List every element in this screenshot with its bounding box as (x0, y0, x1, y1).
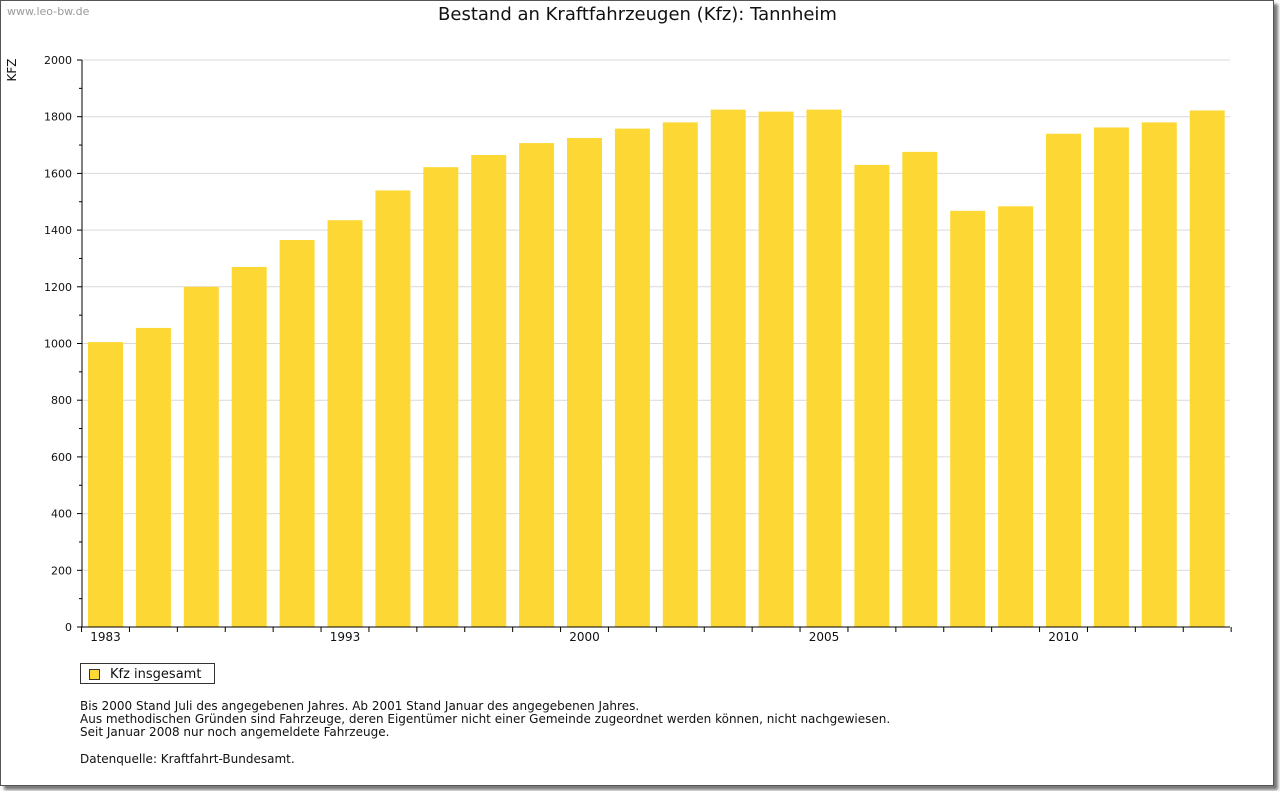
bar-2004 (1093, 127, 1129, 628)
bar-1986 (231, 266, 267, 627)
legend-label: Kfz insgesamt (110, 667, 202, 682)
y-tick-label: 1200 (44, 281, 72, 294)
footnote-1: Bis 2000 Stand Juli des angegebenen Jahr… (80, 699, 640, 713)
bar-2002 (998, 206, 1034, 627)
bar-1994 (614, 128, 650, 627)
x-tick-label: 2010 (1048, 630, 1079, 644)
y-tick-label: 600 (51, 451, 72, 464)
legend: Kfz insgesamt (80, 663, 215, 684)
bar-1989 (375, 190, 411, 627)
y-tick-label: 1000 (44, 338, 72, 351)
bar-1983 (88, 342, 123, 627)
bar-1985 (183, 286, 219, 627)
bar-1990 (423, 167, 459, 627)
bar-1991 (471, 154, 507, 627)
y-tick-label: 1600 (44, 167, 72, 180)
bar-1984 (135, 327, 171, 627)
y-tick-label: 1400 (44, 224, 72, 237)
bar-1992 (519, 143, 555, 628)
bar-1987 (279, 240, 315, 627)
y-tick-label: 1800 (44, 111, 72, 124)
bar-1996 (710, 109, 746, 628)
bar-1999 (854, 164, 890, 627)
bar-2000 (902, 151, 938, 627)
chart-title: Bestand an Kraftfahrzeugen (Kfz): Tannhe… (438, 4, 837, 25)
bar-1997 (758, 111, 794, 628)
bar-2006 (1189, 110, 1225, 627)
footnotes: Bis 2000 Stand Juli des angegebenen Jahr… (80, 700, 890, 739)
legend-swatch (89, 669, 100, 680)
x-tick-label: 1983 (90, 630, 121, 644)
y-tick-label: 800 (51, 394, 72, 407)
y-tick-label: 200 (51, 564, 72, 577)
bar-1988 (327, 220, 363, 628)
y-tick-label: 0 (65, 621, 72, 634)
footnote-3: Seit Januar 2008 nur noch angemeldete Fa… (80, 725, 390, 739)
bar-1993 (567, 137, 602, 627)
footnote-2: Aus methodischen Gründen sind Fahrzeuge,… (80, 712, 891, 726)
bar-2005 (1141, 122, 1177, 628)
bar-2001 (950, 210, 986, 627)
bar-1995 (662, 122, 698, 628)
x-tick-label: 1993 (330, 630, 361, 644)
bar-1998 (806, 109, 842, 628)
bar-2003 (1046, 133, 1081, 627)
y-tick-label: 400 (51, 508, 72, 521)
x-tick-label: 2005 (809, 630, 840, 644)
x-tick-label: 2000 (569, 630, 600, 644)
data-source: Datenquelle: Kraftfahrt-Bundesamt. (80, 752, 295, 766)
y-tick-label: 2000 (44, 54, 72, 67)
watermark: www.leo-bw.de (7, 5, 90, 18)
